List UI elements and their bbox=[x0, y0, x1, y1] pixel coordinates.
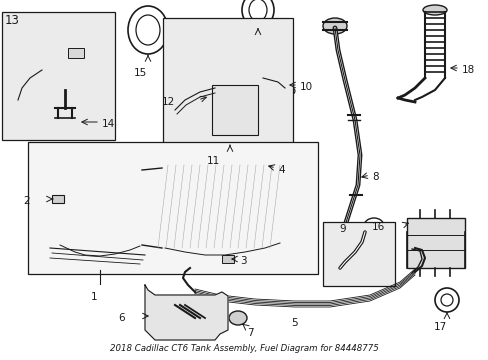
Bar bbox=[212, 85, 258, 135]
Bar bbox=[28, 142, 317, 274]
Ellipse shape bbox=[215, 50, 254, 100]
Bar bbox=[52, 195, 64, 203]
Bar bbox=[222, 255, 234, 263]
Polygon shape bbox=[145, 285, 227, 340]
Text: 3: 3 bbox=[240, 256, 246, 266]
Bar bbox=[323, 222, 394, 286]
Text: 9: 9 bbox=[338, 224, 345, 234]
Text: 6: 6 bbox=[118, 313, 125, 323]
Text: 14: 14 bbox=[102, 119, 115, 129]
Text: 10: 10 bbox=[299, 82, 312, 92]
Bar bbox=[2, 12, 115, 140]
Text: 2: 2 bbox=[23, 196, 30, 206]
Bar bbox=[406, 218, 464, 268]
Text: 18: 18 bbox=[461, 65, 474, 75]
Text: 15: 15 bbox=[133, 68, 146, 78]
Bar bbox=[68, 48, 84, 58]
Text: 17: 17 bbox=[432, 322, 446, 332]
Text: 4: 4 bbox=[278, 165, 284, 175]
Text: 8: 8 bbox=[371, 172, 378, 182]
Text: 12: 12 bbox=[162, 97, 175, 107]
Text: 7: 7 bbox=[246, 328, 253, 338]
Text: 11: 11 bbox=[206, 156, 220, 166]
Ellipse shape bbox=[47, 43, 83, 87]
Text: 1: 1 bbox=[90, 292, 97, 302]
Ellipse shape bbox=[323, 18, 346, 34]
Text: 5: 5 bbox=[291, 318, 298, 328]
Ellipse shape bbox=[228, 311, 246, 325]
Bar bbox=[163, 18, 292, 156]
Text: 16: 16 bbox=[371, 222, 384, 232]
Text: 2018 Cadillac CT6 Tank Assembly, Fuel Diagram for 84448775: 2018 Cadillac CT6 Tank Assembly, Fuel Di… bbox=[110, 344, 378, 353]
Ellipse shape bbox=[422, 5, 446, 15]
Text: 13: 13 bbox=[5, 14, 20, 27]
